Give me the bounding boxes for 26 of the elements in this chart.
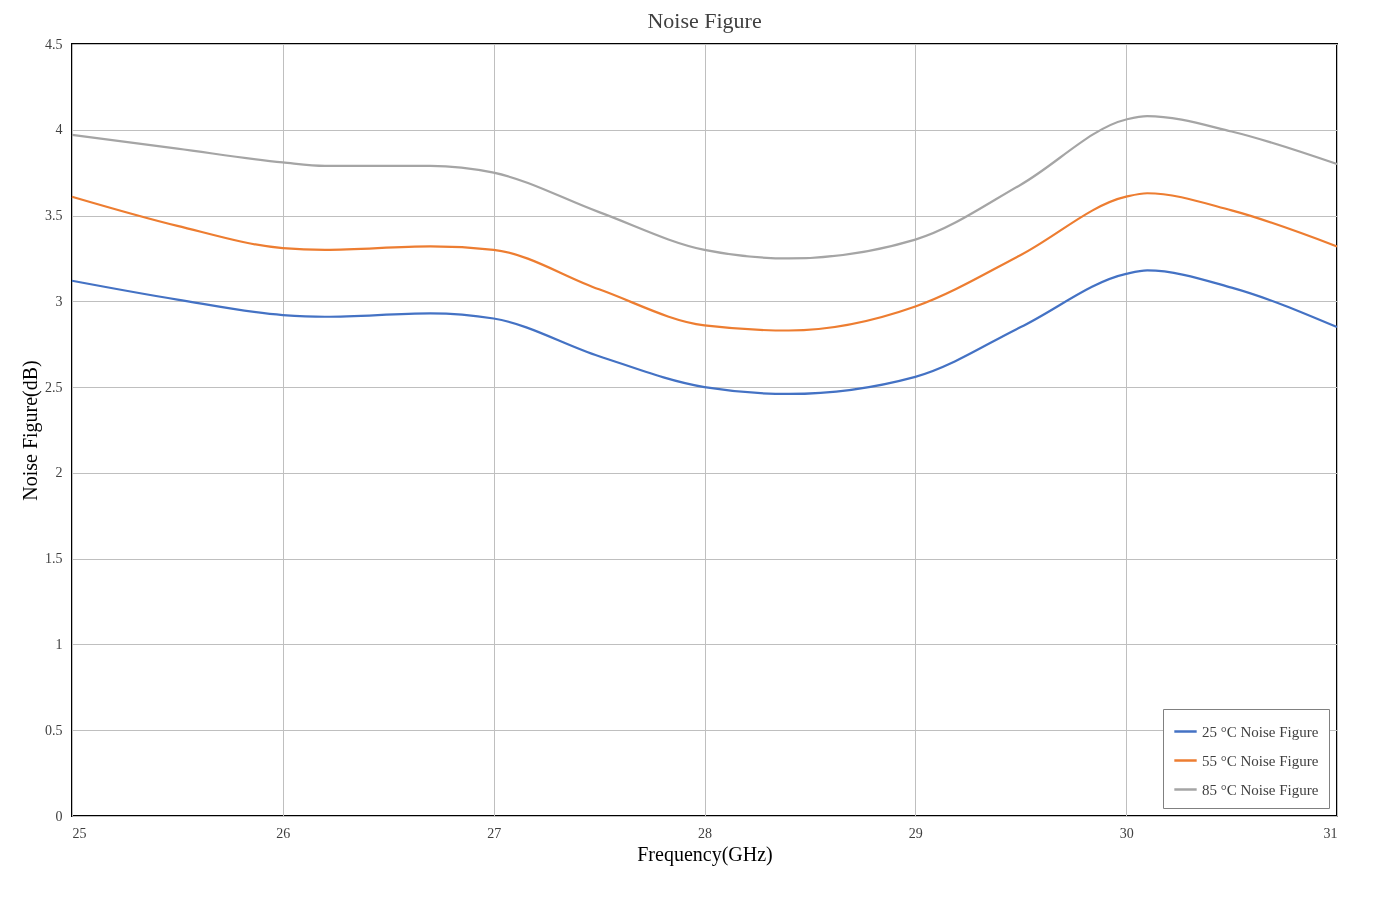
legend-label: 55 °C Noise Figure <box>1202 752 1319 769</box>
y-tick-label: 3.5 <box>45 208 63 224</box>
legend-label: 25 °C Noise Figure <box>1202 723 1319 740</box>
y-tick-label: 1 <box>55 636 63 652</box>
x-axis-title: Frequency(GHz) <box>637 842 773 866</box>
x-tick-label: 28 <box>698 825 712 841</box>
chart-title: Noise Figure <box>647 8 762 33</box>
y-tick-label: 4.5 <box>45 36 63 52</box>
y-tick-label: 2.5 <box>45 379 63 395</box>
y-tick-label: 3 <box>55 293 63 309</box>
y-tick-label: 2 <box>55 465 63 481</box>
line-series <box>70 269 1339 396</box>
y-tick-label: 4 <box>55 122 63 138</box>
line-series <box>70 192 1339 332</box>
legend-label: 85 °C Noise Figure <box>1202 781 1319 798</box>
y-tick-label: 0 <box>55 808 63 824</box>
x-tick-label: 31 <box>1323 825 1338 841</box>
x-tick-label: 26 <box>276 825 291 841</box>
line-series <box>70 114 1339 260</box>
y-axis-title: Noise Figure(dB) <box>19 360 42 501</box>
y-tick-label: 0.5 <box>45 722 63 738</box>
y-tick-label: 1.5 <box>45 551 63 567</box>
x-tick-label: 27 <box>487 825 502 841</box>
x-tick-label: 29 <box>908 825 923 841</box>
x-tick-label: 30 <box>1119 825 1134 841</box>
x-tick-label: 25 <box>72 825 87 841</box>
